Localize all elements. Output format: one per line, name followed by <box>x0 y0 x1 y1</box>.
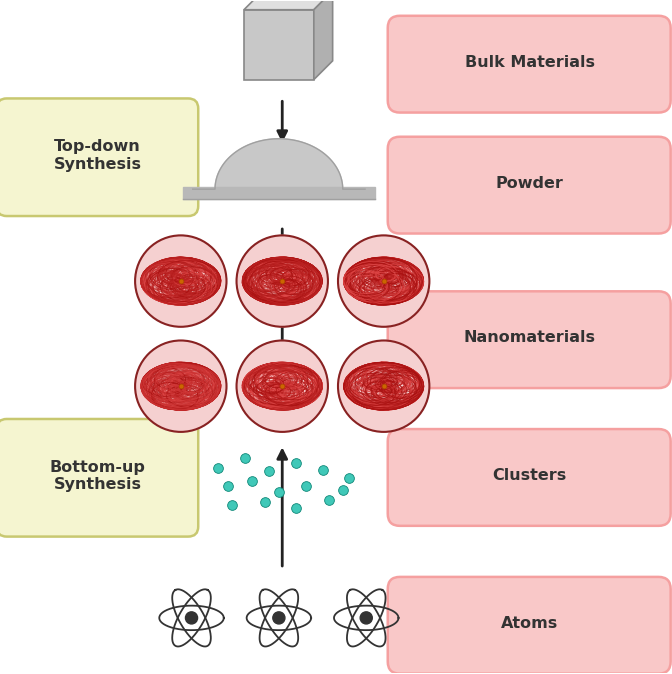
Text: Nanomaterials: Nanomaterials <box>464 330 595 345</box>
Polygon shape <box>244 0 333 9</box>
Polygon shape <box>244 9 314 80</box>
Circle shape <box>185 612 198 624</box>
Circle shape <box>237 340 328 432</box>
FancyBboxPatch shape <box>388 429 671 526</box>
FancyBboxPatch shape <box>0 98 198 216</box>
Circle shape <box>338 235 429 327</box>
FancyBboxPatch shape <box>388 577 671 674</box>
Text: Bottom-up
Synthesis: Bottom-up Synthesis <box>50 460 145 492</box>
FancyBboxPatch shape <box>388 16 671 113</box>
Circle shape <box>237 235 328 327</box>
Circle shape <box>135 235 226 327</box>
Circle shape <box>338 340 429 432</box>
Circle shape <box>135 340 226 432</box>
FancyBboxPatch shape <box>388 291 671 388</box>
FancyBboxPatch shape <box>0 419 198 537</box>
Circle shape <box>360 612 372 624</box>
FancyBboxPatch shape <box>388 137 671 233</box>
Text: Clusters: Clusters <box>493 468 566 483</box>
Text: Top-down
Synthesis: Top-down Synthesis <box>54 140 141 172</box>
Polygon shape <box>183 187 375 200</box>
Text: Atoms: Atoms <box>501 616 558 631</box>
Polygon shape <box>314 0 333 80</box>
Polygon shape <box>193 139 365 189</box>
Text: Bulk Materials: Bulk Materials <box>464 55 595 69</box>
Text: Powder: Powder <box>495 176 564 191</box>
Circle shape <box>273 612 285 624</box>
